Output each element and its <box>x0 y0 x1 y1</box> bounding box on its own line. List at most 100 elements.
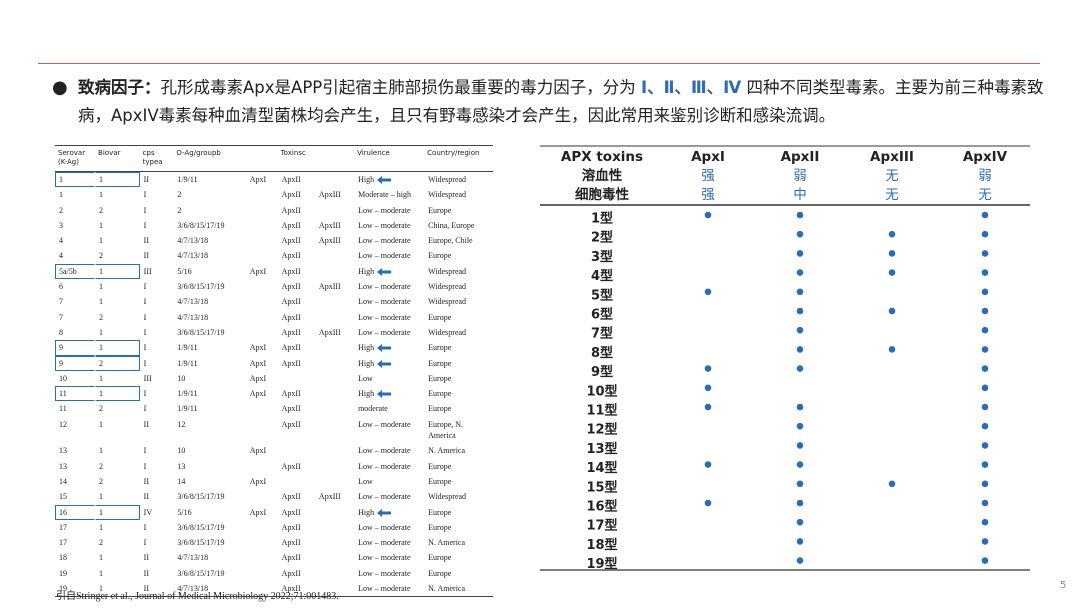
table-row: 4 1 II 4/7/13/18 ApxII ApxIII Low – moderate Eu… <box>55 233 493 248</box>
table-cell: 1 <box>99 220 104 230</box>
table-cell: 10 <box>177 373 186 383</box>
table-cell: I <box>143 282 147 292</box>
arrow-icon <box>377 359 392 368</box>
table-cell: II <box>143 584 149 594</box>
table-cell: 18 <box>59 553 67 563</box>
column-header: cps typea <box>139 146 174 172</box>
presence-dot <box>981 422 989 430</box>
presence-dot <box>796 346 804 353</box>
table-row: 16 1 IV 5/16 ApxI ApxII High Europe <box>55 504 493 520</box>
arrow <box>377 176 392 185</box>
presence-dot <box>796 461 804 468</box>
table-cell: 2 <box>59 205 63 215</box>
presence-dot <box>796 499 804 507</box>
table-cell: I <box>143 538 147 548</box>
arrow-icon <box>377 176 392 185</box>
table-cell: 1 <box>99 297 104 307</box>
presence-dot <box>796 538 804 545</box>
table-cell: ApxI <box>249 389 267 399</box>
table-cell: 2 <box>99 312 104 322</box>
presence-dot <box>981 230 989 238</box>
table-row: 1 1 II 1/9/11 ApxI ApxII High Widespread <box>55 172 493 188</box>
presence-dot <box>704 211 712 219</box>
column-header: APX toxins <box>561 149 643 165</box>
type-name: 6型 <box>591 307 613 323</box>
table-cell: N. America <box>428 584 466 594</box>
table-cell: Low – moderate <box>358 522 411 532</box>
table-cell: 5a/5b <box>55 263 96 280</box>
table-cell: 1 <box>99 568 104 578</box>
presence-dot <box>888 480 896 488</box>
property-value: 弱 <box>978 168 992 184</box>
table-cell: Europe <box>428 507 452 517</box>
toxin-types: Ⅰ、Ⅱ、Ⅲ、Ⅳ <box>640 78 742 97</box>
table-cell: ApxI <box>249 476 267 486</box>
table-row: 11 2 I 1/9/11 ApxII moderate Europe <box>55 401 493 416</box>
table-cell: ApxI <box>249 175 267 184</box>
property-value: 无 <box>885 187 899 203</box>
table-row: 2 2 I 2 ApxII Low – moderate Europe <box>55 203 493 218</box>
table-cell: I <box>143 312 147 322</box>
table-cell: Europe <box>428 461 452 471</box>
table-cell: 17 <box>59 522 67 532</box>
table-cell: 1 <box>95 172 140 188</box>
table-cell: ApxII <box>281 297 301 307</box>
table-cell: ApxII <box>281 220 301 230</box>
bullet-paragraph: ● 致病因子：孔形成毒素Apx是APP引起宿主肺部损伤最重要的毒力因子，分为 Ⅰ、… <box>52 74 1068 130</box>
table-cell: 16 <box>55 504 96 520</box>
table-cell: 19 <box>59 568 67 578</box>
table-cell: Low <box>358 476 373 486</box>
table-row: 4 2 II 4/7/13/18 ApxII Low – moderate Europe <box>55 248 493 263</box>
table-row: 13 1 I 10 ApxI Low – moderate N. America <box>55 443 493 458</box>
table-cell: 12 <box>177 419 186 429</box>
column-header <box>245 146 278 172</box>
table-cell: Widespread <box>428 282 467 292</box>
table-cell: Low – moderate <box>358 327 411 337</box>
property-value: 中 <box>793 187 807 203</box>
table-cell: ApxII <box>281 419 301 429</box>
arrow <box>377 390 392 399</box>
type-name: 17型 <box>586 518 617 534</box>
table-cell: ApxII <box>281 175 301 184</box>
presence-dot <box>704 288 712 296</box>
table-cell: Low – moderate <box>358 251 411 261</box>
type-name: 10型 <box>586 383 617 399</box>
type-name: 8型 <box>591 345 613 361</box>
table-cell: ApxI <box>249 343 267 353</box>
table-cell: Low <box>358 373 373 383</box>
table-cell: 4/7/13/18 <box>177 553 209 563</box>
table-cell: ApxII <box>281 584 301 594</box>
table-cell: N. America <box>428 538 466 548</box>
top-rule <box>38 63 1040 64</box>
table-cell: Low – moderate <box>358 419 411 429</box>
table-cell: 10 <box>59 373 67 383</box>
table-row: 17 2 I 3/6/8/15/17/19 ApxII Low – moderate N. … <box>55 535 493 550</box>
type-name: 15型 <box>586 479 617 495</box>
table-cell: 4/7/13/18 <box>177 312 209 322</box>
table-cell: High <box>354 172 424 187</box>
table-cell: ApxII <box>281 389 301 399</box>
table-cell: Low – moderate <box>358 492 411 502</box>
table-cell: ApxII <box>281 327 301 337</box>
table-cell: I <box>143 343 147 353</box>
presence-dot <box>981 461 989 468</box>
table-cell: ApxII <box>281 538 301 548</box>
table-cell: I <box>143 205 147 215</box>
table-cell: Widespread <box>428 190 467 200</box>
type-name: 13型 <box>586 441 617 457</box>
table-cell: I <box>143 297 147 307</box>
table-cell: ApxIII <box>318 327 341 337</box>
presence-dot <box>981 250 989 257</box>
text: 四种不同类型毒素。主要为前三种毒素致病，ApxIV毒素每种血清型菌株均会产生，且… <box>78 78 1044 125</box>
table-cell: 4/7/13/18 <box>177 297 209 307</box>
table-cell: 3/6/8/15/17/19 <box>177 282 225 292</box>
table-cell: 3 <box>59 220 63 230</box>
table-cell: I <box>143 220 147 230</box>
table-cell: ApxII <box>281 553 301 563</box>
presence-dot <box>704 499 712 507</box>
type-name: 18型 <box>586 537 617 553</box>
table-cell: High <box>354 505 424 520</box>
presence-dot <box>796 557 804 564</box>
table-cell: Europe <box>428 404 452 414</box>
